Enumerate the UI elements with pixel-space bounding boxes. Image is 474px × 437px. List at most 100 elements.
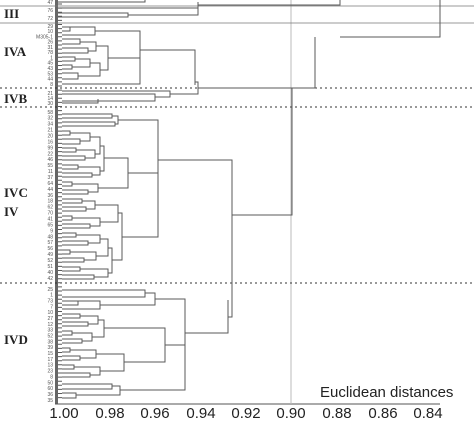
leaf-label: 52 — [47, 258, 53, 264]
dendrogram-branch — [62, 364, 75, 370]
dendrogram-branch — [72, 183, 99, 193]
leaf-label: 1 — [50, 293, 53, 299]
dendrogram-branch — [78, 62, 101, 77]
dendrogram-branch — [62, 189, 89, 195]
leaf-label: 50 — [47, 380, 53, 386]
leaf-label: 1 — [50, 55, 53, 61]
dendrogram-branch — [100, 145, 105, 172]
dendrogram-branch — [62, 38, 81, 45]
leaf-label: 30 — [47, 101, 53, 107]
leaf-label: 25 — [47, 287, 53, 293]
dendrogram-branch — [62, 164, 79, 170]
leaf-label: 70 — [47, 211, 53, 217]
dendrogram-branch — [62, 130, 71, 136]
dendrogram-branch — [62, 138, 81, 145]
dendrogram-branch — [198, 88, 232, 155]
leaf-label: 53 — [47, 71, 53, 77]
leaf-label: 32 — [47, 116, 53, 122]
dendrogram-branch — [58, 0, 146, 3]
dendrogram-branch — [62, 240, 89, 246]
dendrogram-branch — [158, 159, 233, 240]
dendrogram-branch — [62, 45, 141, 85]
dendrogram-branch — [62, 206, 87, 212]
dendrogram-branch — [62, 313, 81, 319]
leaf-label: 23 — [47, 369, 53, 375]
group-label-iva: IVA — [4, 44, 27, 59]
dendrogram-branch — [95, 204, 119, 223]
leaf-label: M305-1 — [36, 34, 53, 40]
leaf-label: 10 — [47, 29, 53, 35]
dendrogram-branch — [228, 240, 233, 318]
group-label-ivc: IVC — [4, 185, 28, 200]
dendrogram-branch — [62, 321, 89, 327]
leaf-label: 33 — [47, 328, 53, 334]
dendrogram-branch — [62, 56, 76, 62]
dendrogram-branch — [198, 37, 316, 89]
leaf-label: 41 — [47, 217, 53, 223]
leaf-label: 17 — [47, 357, 53, 363]
dendrogram-branch — [100, 292, 156, 306]
dendrogram-branch — [74, 366, 101, 376]
group-label-iv: IV — [4, 204, 19, 219]
leaf-label: 29 — [47, 24, 53, 30]
x-tick-label: 0.90 — [276, 405, 306, 422]
dendrogram-branch — [340, 0, 441, 38]
leaf-label: 52 — [47, 334, 53, 340]
dendrogram-branch — [62, 338, 83, 344]
leaf-label: 9 — [50, 228, 53, 234]
leaf-label: 46 — [47, 157, 53, 163]
leaf-label: 14 — [47, 96, 53, 102]
leaf-label: 11 — [48, 169, 53, 175]
dendrogram-branches — [58, 0, 441, 399]
leaf-label: 13 — [47, 363, 53, 369]
leaf-label: 64 — [47, 181, 53, 187]
leaf-label: 36 — [47, 392, 53, 398]
leaf-label: 27 — [47, 316, 53, 322]
dendrogram-branch — [62, 72, 79, 80]
dendrogram-branch — [232, 87, 315, 216]
leaf-label: 36 — [47, 193, 53, 199]
x-tick-label: 1.00 — [49, 405, 79, 422]
leaf-label: 8 — [50, 82, 53, 88]
leaf-label: 65 — [47, 222, 53, 228]
dendrogram-branch — [62, 113, 113, 119]
dendrogram-branch — [62, 274, 95, 280]
x-tick-label: 0.94 — [186, 405, 216, 422]
dendrogram-branch — [104, 327, 166, 363]
leaf-label: 62 — [47, 205, 53, 211]
dendrogram-branch — [76, 385, 121, 396]
dendrogram-branch — [62, 289, 146, 298]
x-tick-label: 0.88 — [322, 405, 352, 422]
dendrogram-branch — [62, 223, 91, 229]
leaf-label: 10 — [47, 310, 53, 316]
dendrogram-branch — [112, 212, 123, 261]
leaf-label: 34 — [47, 122, 53, 128]
leaf-label: 40 — [47, 270, 53, 276]
dendrogram-branch — [122, 172, 159, 238]
dendrogram-branch — [62, 155, 86, 161]
group-label-ivd: IVD — [4, 332, 28, 347]
dendrogram-branch — [62, 300, 79, 306]
leaf-label: 37 — [47, 175, 53, 181]
leaf-label: 12 — [47, 322, 53, 328]
leaf-label: 16 — [47, 139, 53, 145]
dendrogram-branch — [78, 166, 101, 176]
dendrogram-branch — [198, 0, 341, 6]
dendrogram-branch — [80, 315, 99, 325]
dendrogram-branch — [120, 344, 186, 391]
dendrogram-branch — [96, 45, 109, 71]
dendrogram-branch — [58, 3, 62, 399]
dendrogram-branch — [62, 93, 156, 102]
leaf-label: 51 — [47, 264, 53, 270]
dendrogram-branch — [62, 121, 116, 127]
x-tick-label: 0.92 — [231, 405, 261, 422]
dendrogram-branch — [62, 99, 99, 104]
dendrogram-branch — [62, 392, 77, 399]
dendrogram-branch — [58, 12, 129, 18]
dendrogram-branch — [62, 172, 93, 178]
x-tick-label: 0.96 — [140, 405, 170, 422]
dendrogram-branch — [108, 247, 113, 274]
leaf-label: 48 — [47, 234, 53, 240]
leaf-label: 8 — [50, 374, 53, 380]
